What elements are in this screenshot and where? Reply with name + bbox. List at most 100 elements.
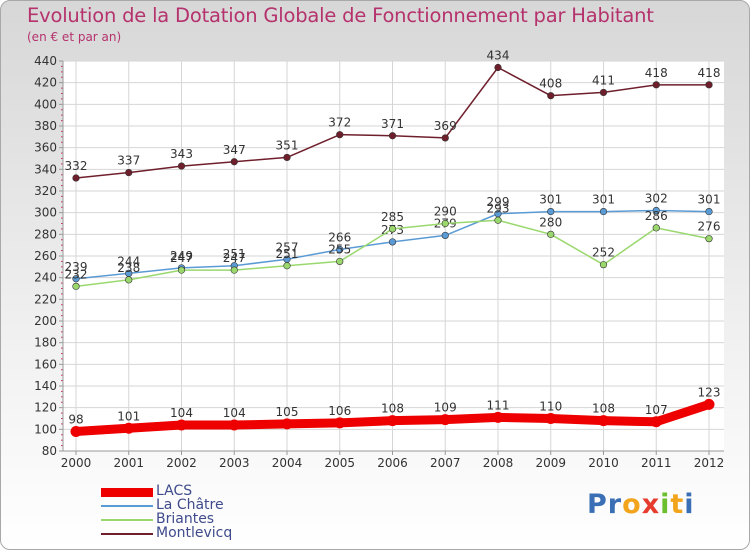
data-point-montlevicq <box>336 131 344 139</box>
data-label-montlevicq: 434 <box>487 49 510 63</box>
y-tick-label: 240 <box>34 271 57 285</box>
x-tick-label: 2012 <box>694 456 725 470</box>
data-label-briantes: 286 <box>645 209 668 223</box>
data-label-montlevicq: 411 <box>592 73 615 87</box>
data-label-montlevicq: 372 <box>328 116 351 130</box>
data-point-la-chatre <box>705 207 713 216</box>
logo-letter: x <box>641 489 661 520</box>
data-point-montlevicq <box>547 92 555 100</box>
data-point-briantes <box>652 224 660 232</box>
chart-title: Evolution de la Dotation Globale de Fonc… <box>27 4 654 27</box>
y-tick-label: 340 <box>34 162 57 176</box>
data-point-lacs <box>334 417 346 429</box>
legend-label-montlevicq: Montlevicq <box>156 525 233 541</box>
legend-swatch-briantes <box>101 519 153 521</box>
data-label-la-chatre: 301 <box>592 193 615 207</box>
data-label-montlevicq: 418 <box>645 66 668 80</box>
data-label-briantes: 276 <box>698 220 721 234</box>
y-tick-label: 180 <box>34 336 57 350</box>
data-label-lacs: 105 <box>276 405 299 419</box>
data-label-lacs: 108 <box>592 402 615 416</box>
data-label-briantes: 238 <box>117 261 140 275</box>
data-point-briantes <box>494 216 502 224</box>
data-label-lacs: 109 <box>434 401 457 415</box>
y-tick-label: 140 <box>34 379 57 393</box>
x-tick-label: 2006 <box>377 456 408 470</box>
data-label-briantes: 252 <box>592 246 615 260</box>
data-label-briantes: 247 <box>223 251 246 265</box>
data-label-la-chatre: 249 <box>170 249 193 263</box>
data-point-briantes <box>72 282 80 290</box>
data-point-montlevicq <box>441 134 449 142</box>
proxiti-logo: Proxiti <box>587 489 695 520</box>
data-point-lacs <box>176 419 187 431</box>
data-label-briantes: 285 <box>381 210 404 224</box>
data-label-lacs: 106 <box>328 404 351 418</box>
y-tick-label: 400 <box>34 97 57 111</box>
data-point-briantes <box>547 230 555 238</box>
data-point-montlevicq <box>652 81 660 89</box>
legend-swatch-la-chatre <box>101 505 153 507</box>
y-tick-label: 280 <box>34 227 57 241</box>
x-tick-label: 2000 <box>61 456 92 470</box>
x-tick-label: 2011 <box>641 456 672 470</box>
data-label-la-chatre: 257 <box>276 240 299 254</box>
data-label-briantes: 247 <box>170 251 193 265</box>
data-label-montlevicq: 351 <box>276 138 299 152</box>
data-point-lacs <box>281 418 293 430</box>
data-point-lacs <box>439 414 451 426</box>
data-point-la-chatre <box>388 238 397 246</box>
data-label-montlevicq: 347 <box>223 143 246 157</box>
data-label-briantes: 293 <box>487 201 510 215</box>
legend-swatch-montlevicq <box>101 533 153 535</box>
y-tick-label: 200 <box>34 314 57 328</box>
data-label-montlevicq: 371 <box>381 117 404 131</box>
data-label-lacs: 104 <box>223 406 246 420</box>
x-tick-label: 2010 <box>588 456 619 470</box>
data-label-briantes: 280 <box>539 215 562 229</box>
data-point-la-chatre <box>336 245 344 254</box>
data-point-briantes <box>283 262 291 270</box>
legend-swatch-lacs <box>101 487 153 497</box>
data-point-la-chatre <box>652 206 660 215</box>
x-tick-label: 2002 <box>166 456 197 470</box>
data-label-la-chatre: 251 <box>223 247 246 261</box>
data-label-lacs: 123 <box>698 385 721 399</box>
y-tick-label: 100 <box>34 422 57 436</box>
y-tick-label: 260 <box>34 249 57 263</box>
data-label-la-chatre: 301 <box>698 193 721 207</box>
data-point-briantes <box>230 266 238 274</box>
data-point-briantes <box>441 219 449 228</box>
data-label-lacs: 98 <box>68 413 83 427</box>
data-point-briantes <box>599 261 608 269</box>
logo-letter: i <box>660 489 671 520</box>
x-tick-label: 2001 <box>113 456 144 470</box>
data-point-lacs <box>650 416 662 428</box>
data-label-la-chatre: 244 <box>117 254 140 268</box>
x-tick-label: 2004 <box>272 456 303 470</box>
logo-letter: r <box>607 489 623 520</box>
data-label-montlevicq: 343 <box>170 147 193 161</box>
x-tick-label: 2009 <box>535 456 566 470</box>
data-point-lacs <box>703 398 715 410</box>
data-point-lacs <box>70 426 82 437</box>
data-point-lacs <box>545 413 557 424</box>
data-label-briantes: 290 <box>434 205 457 219</box>
data-label-la-chatre: 299 <box>487 195 510 209</box>
data-point-briantes <box>388 225 397 233</box>
data-label-briantes: 255 <box>328 242 351 256</box>
legend-label-briantes: Briantes <box>156 511 215 527</box>
data-point-briantes <box>336 257 344 266</box>
y-tick-label: 120 <box>34 401 57 415</box>
data-point-montlevicq <box>125 168 133 177</box>
logo-letter: o <box>622 489 642 520</box>
data-label-lacs: 111 <box>487 398 510 412</box>
data-label-la-chatre: 301 <box>539 193 562 207</box>
y-tick-label: 300 <box>34 206 57 220</box>
chart-subtitle: (en € et par an) <box>27 30 122 44</box>
data-point-montlevicq <box>72 174 80 182</box>
data-point-briantes <box>177 266 186 274</box>
data-label-briantes: 251 <box>276 247 299 261</box>
y-tick-label: 320 <box>34 184 57 198</box>
